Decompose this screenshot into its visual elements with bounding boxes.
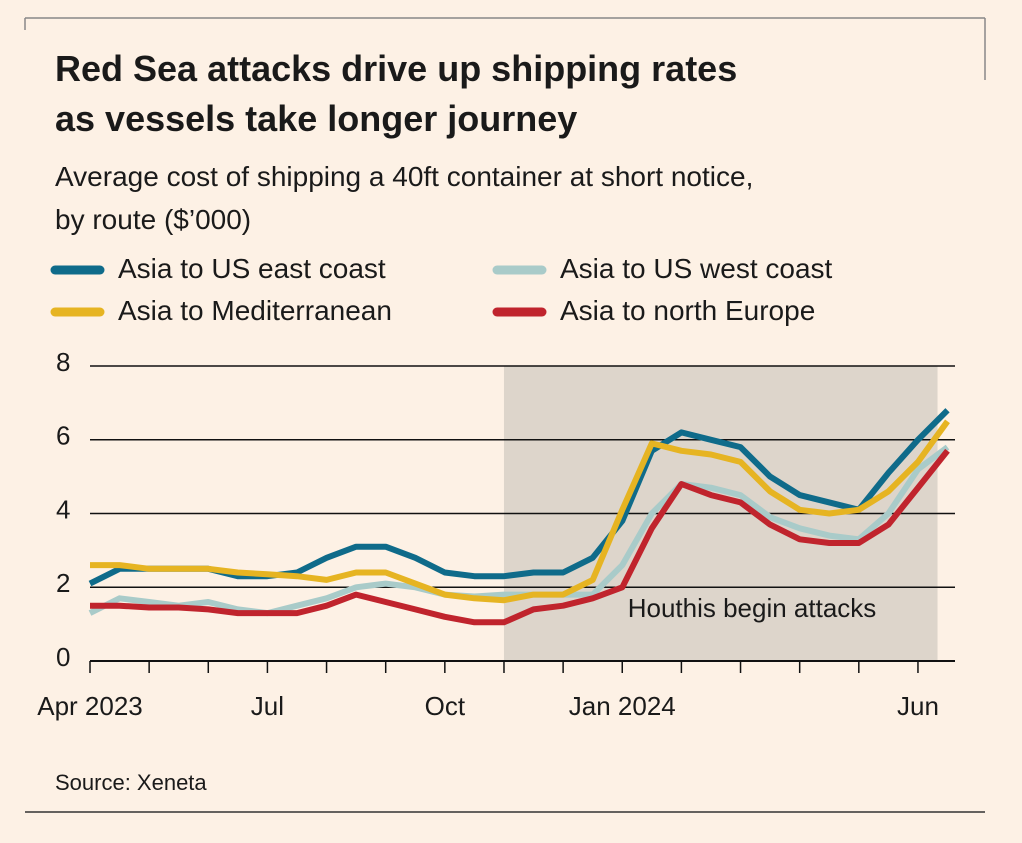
y-tick-label: 6 xyxy=(56,421,70,451)
x-tick-label: Jul xyxy=(250,691,285,721)
y-tick-label: 2 xyxy=(56,568,70,598)
annotation: Houthis begin attacks xyxy=(627,593,877,623)
series-line xyxy=(88,408,950,587)
legend-label: Asia to north Europe xyxy=(560,295,816,326)
y-tick-label: 8 xyxy=(56,347,70,377)
chart-title: Red Sea attacks drive up shipping rates … xyxy=(55,48,738,139)
legend-label: Asia to US west coast xyxy=(560,253,833,284)
source: Source: Xeneta xyxy=(55,770,207,795)
x-tick-label: Jan 2024 xyxy=(568,691,676,721)
x-tick-label: Apr 2023 xyxy=(37,691,143,721)
series-line xyxy=(90,419,950,604)
y-tick-label: 4 xyxy=(56,494,70,524)
y-tick-label: 0 xyxy=(56,642,70,672)
x-tick-label: Oct xyxy=(424,691,466,721)
chart-subtitle: Average cost of shipping a 40ft containe… xyxy=(55,161,754,235)
legend-label: Asia to Mediterranean xyxy=(118,295,392,326)
legend-label: Asia to US east coast xyxy=(118,253,386,284)
x-tick-label: Jun xyxy=(896,691,939,721)
series-line xyxy=(90,448,950,626)
